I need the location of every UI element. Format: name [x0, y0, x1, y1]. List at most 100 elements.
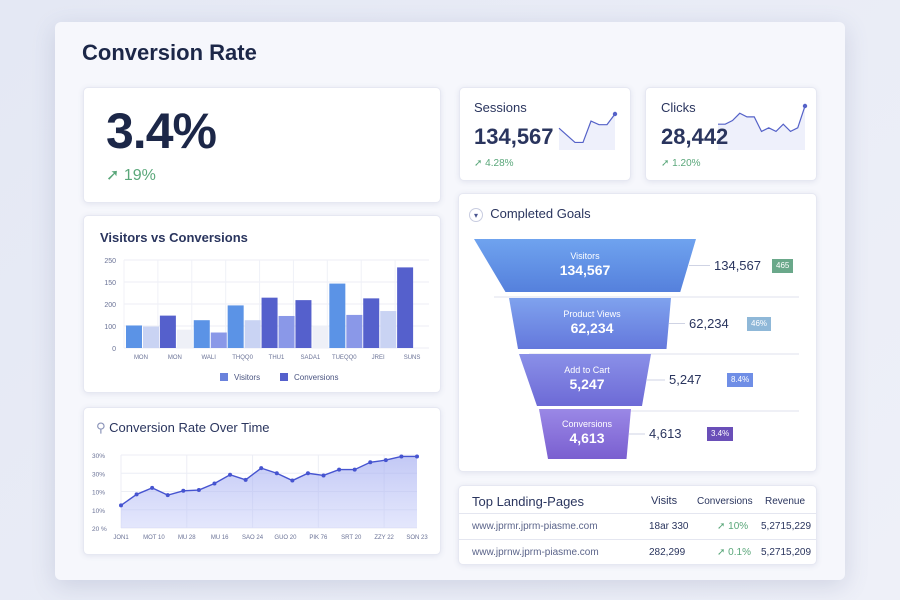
- line-chart-title: Conversion Rate Over Time: [109, 420, 270, 435]
- sessions-value: 134,567: [474, 124, 554, 149]
- sessions-label: Sessions: [474, 100, 527, 115]
- x-tick-label: SAO 24: [242, 535, 264, 541]
- data-point: [305, 471, 310, 476]
- y-tick-label: 150: [104, 280, 116, 287]
- y-tick-label: 100: [104, 324, 116, 331]
- x-tick-label: THU1: [269, 355, 285, 361]
- stage-side-value: 62,234: [689, 315, 729, 331]
- bar: [193, 320, 210, 348]
- y-tick-label: 10%: [92, 490, 105, 497]
- stage-label: Product Views: [563, 308, 621, 319]
- page-url[interactable]: www.jprmr.jprm-piasme.com: [472, 521, 598, 532]
- series-line: [120, 455, 417, 506]
- sparkline-line: [558, 113, 616, 144]
- funnel-title: Completed Goals: [490, 206, 591, 221]
- funnel-chart: [474, 239, 799, 459]
- stage-label: Conversions: [561, 419, 613, 429]
- data-point: [352, 467, 357, 472]
- revenue: 5,2715,209: [761, 547, 812, 558]
- stage-value: 5,247: [569, 376, 605, 392]
- funnel-stage: Add to Cart 5,247: [539, 365, 635, 393]
- chevron-down-icon[interactable]: ▾: [469, 208, 483, 222]
- bar-chart-title: Visitors vs Conversions: [100, 230, 248, 245]
- legend-label: Visitors: [234, 373, 260, 382]
- data-point: [415, 454, 419, 459]
- data-point: [337, 467, 342, 472]
- bar: [176, 329, 193, 348]
- page-title: Conversion Rate: [82, 40, 257, 65]
- stage-value: 62,234: [570, 319, 614, 336]
- col-header-page: Top Landing-Pages: [472, 494, 585, 509]
- x-tick-label: GUO 20: [274, 535, 297, 541]
- bar: [397, 267, 414, 348]
- data-point: [383, 458, 388, 463]
- clicks-value: 28,442: [661, 124, 729, 149]
- bar: [143, 326, 159, 348]
- x-tick-label: TUEQQ0: [332, 355, 357, 361]
- kpi-card: 3.4% ➚ 19%: [83, 87, 441, 203]
- bar: [363, 298, 380, 348]
- funnel-card: ▾ Completed Goals Visitors 134,567 134,56…: [458, 193, 817, 472]
- col-header-conversions[interactable]: Conversions: [697, 496, 753, 507]
- visits: 282,299: [649, 547, 686, 558]
- bar: [227, 305, 244, 348]
- col-header-visits[interactable]: Visits: [651, 495, 678, 507]
- funnel-stage: Conversions 4,613: [539, 419, 635, 447]
- location-pin-icon: ⚲: [96, 420, 110, 435]
- x-tick-label: JON1: [113, 535, 129, 541]
- stage-value: 4,613: [569, 430, 605, 446]
- data-point: [274, 471, 279, 476]
- data-point: [290, 478, 295, 483]
- data-point: [321, 473, 326, 478]
- sessions-sparkline: [558, 111, 618, 150]
- funnel-stage: Product Views 62,234: [544, 309, 640, 337]
- stage-value: 134,567: [559, 261, 611, 278]
- x-tick-label: MOT 10: [143, 535, 165, 541]
- bar-chart: 0 100 200 150 250 MON MON WALI THQQ0 THU1 SADA1 TUE…: [104, 258, 429, 382]
- bar: [159, 315, 176, 348]
- data-point: [181, 488, 186, 493]
- data-point: [165, 493, 170, 498]
- clicks-sparkline: [718, 103, 808, 150]
- x-tick-label: SADA1: [301, 355, 321, 361]
- data-point: [150, 485, 155, 490]
- x-tick-label: SRT 20: [341, 535, 362, 541]
- y-tick-label: 250: [104, 258, 116, 265]
- funnel-stage-0: [474, 239, 696, 292]
- stage-side-value: 5,247: [669, 372, 702, 387]
- sparkline-area: [718, 106, 805, 150]
- y-tick-label: 20 %: [92, 526, 107, 533]
- bar: [346, 314, 363, 348]
- kpi-change: 19%: [123, 167, 156, 184]
- landing-pages-table: Top Landing-Pages Visits Conversions Rev…: [458, 485, 817, 565]
- x-tick-label: THQQ0: [232, 355, 253, 361]
- table-row[interactable]: www.jprnw.jprm-piasme.com 282,299 ➚ 0.1%…: [459, 539, 816, 565]
- data-point: [243, 477, 248, 482]
- table-row[interactable]: www.jprmr.jprm-piasme.com 18ar 330 ➚ 10%…: [459, 513, 816, 539]
- line-chart-card: ⚲ Conversion Rate Over Time 20 % 10% 10% 30…: [83, 407, 441, 555]
- page-url[interactable]: www.jprnw.jprm-piasme.com: [472, 547, 599, 558]
- x-tick-label: MON: [168, 355, 182, 361]
- data-point: [368, 460, 373, 465]
- legend-label: Conversions: [294, 373, 338, 382]
- area-fill: [121, 456, 417, 528]
- col-header-revenue[interactable]: Revenue: [765, 496, 806, 507]
- x-tick-label: MU 16: [211, 535, 229, 541]
- arrow-up-icon: ➚: [717, 521, 729, 532]
- sparkline-point: [612, 111, 618, 117]
- x-tick-label: SUNS: [404, 355, 421, 361]
- stage-label: Visitors: [570, 250, 600, 261]
- y-tick-label: 200: [104, 302, 116, 309]
- bar: [126, 325, 142, 348]
- bar-chart-card: Visitors vs Conversions 0 100 200 150 250 MON…: [83, 215, 441, 393]
- stage-rate-badge: 3.4%: [707, 427, 734, 441]
- bar: [244, 320, 261, 348]
- arrow-up-icon: ➚: [106, 167, 124, 184]
- line-chart: 20 % 10% 10% 30% 30% JON1 MOT 10 MU 28 MU 16 SAO …: [92, 453, 428, 541]
- arrow-up-icon: ➚: [717, 547, 729, 558]
- clicks-card: Clicks 28,442 ➚ 1.20%: [645, 87, 817, 181]
- x-tick-label: WALI: [201, 355, 216, 361]
- revenue: 5,2715,229: [761, 521, 812, 532]
- stage-side-value: 134,567: [714, 257, 761, 273]
- kpi-value: 3.4%: [106, 103, 217, 159]
